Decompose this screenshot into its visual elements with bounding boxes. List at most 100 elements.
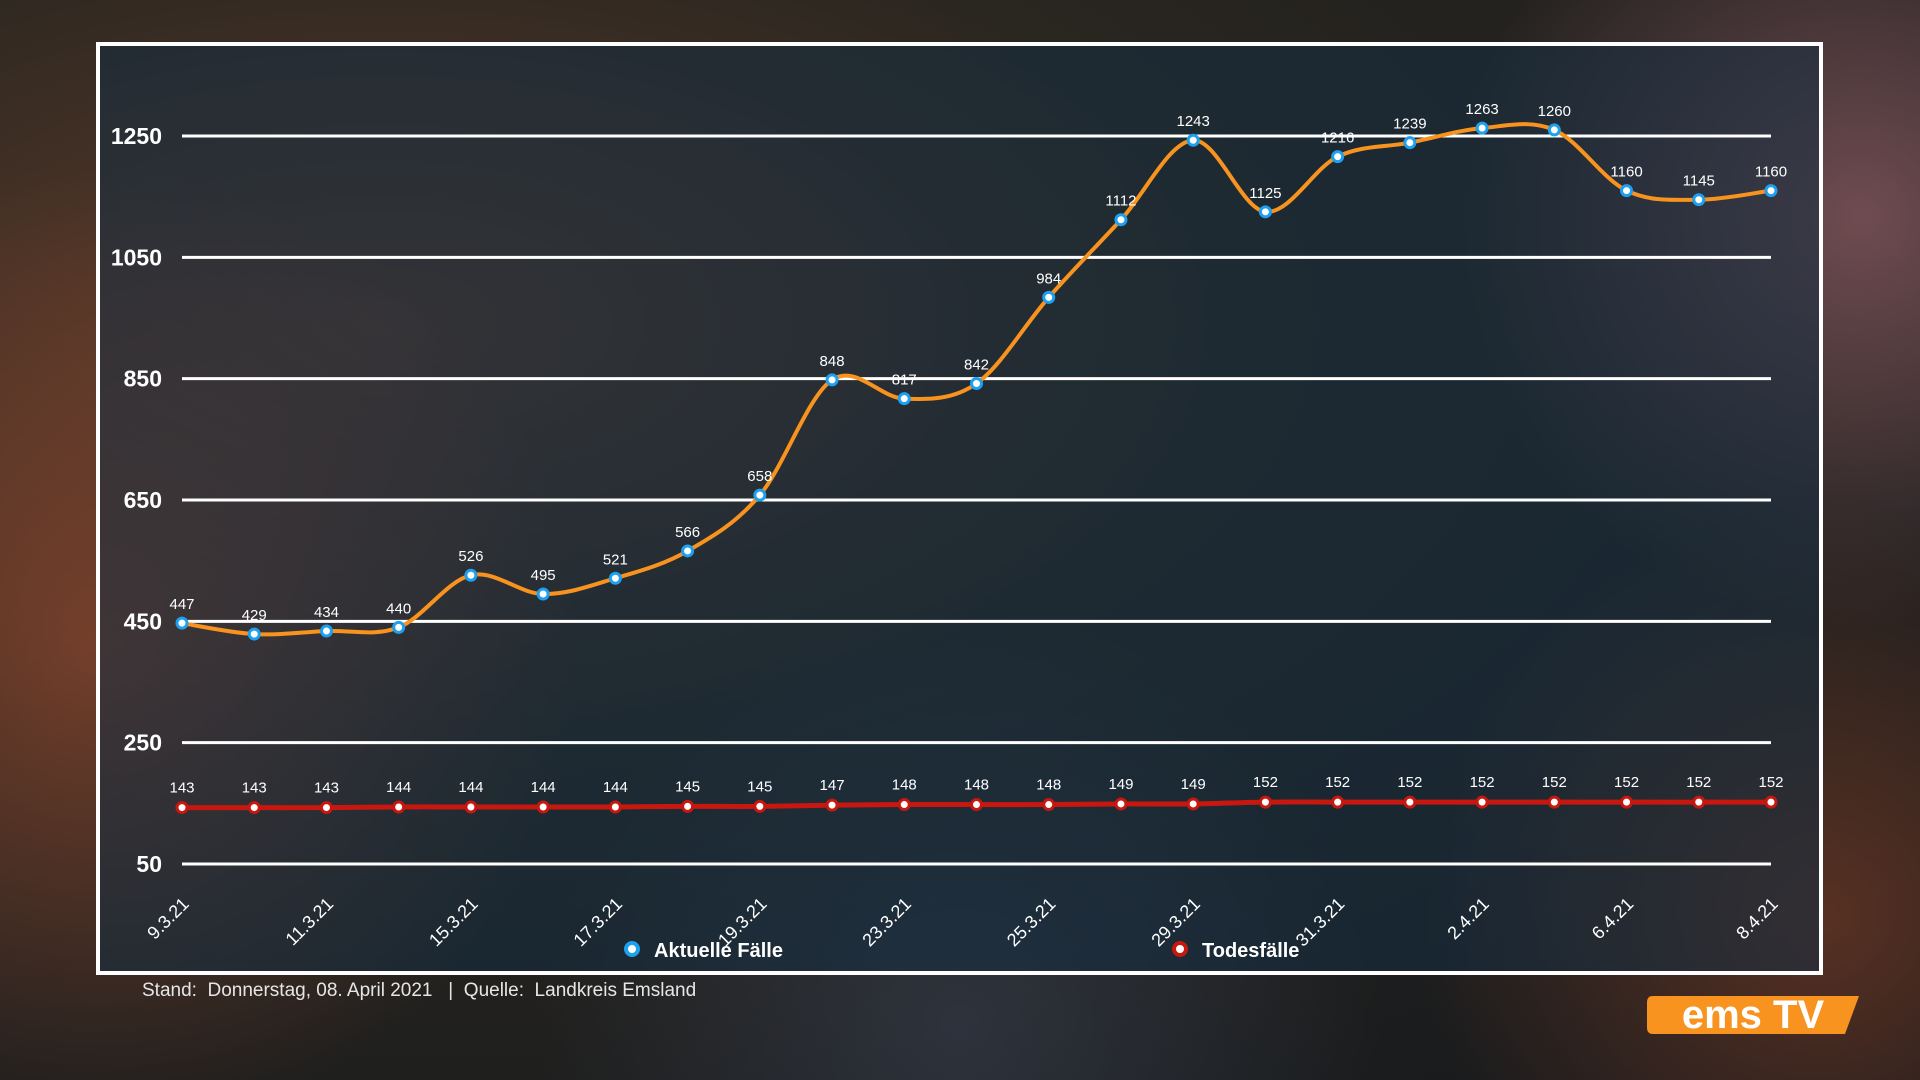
data-label: 148 bbox=[964, 777, 989, 794]
data-label: 148 bbox=[892, 777, 917, 794]
data-point bbox=[970, 798, 983, 812]
data-point bbox=[753, 488, 767, 502]
svg-text:ems TV: ems TV bbox=[1682, 993, 1825, 1037]
data-label: 152 bbox=[1397, 774, 1422, 791]
ems-tv-logo: ems TV bbox=[1647, 993, 1859, 1037]
data-point bbox=[1620, 184, 1634, 198]
data-point bbox=[681, 799, 695, 813]
data-point bbox=[1475, 121, 1489, 135]
data-point bbox=[897, 798, 911, 812]
y-tick-label: 450 bbox=[124, 608, 162, 634]
data-label: 1160 bbox=[1610, 164, 1642, 181]
data-label: 1263 bbox=[1465, 101, 1498, 118]
data-label: 1112 bbox=[1105, 193, 1136, 210]
data-label: 526 bbox=[458, 548, 483, 565]
data-point bbox=[1114, 213, 1128, 227]
data-label: 147 bbox=[820, 777, 845, 794]
data-point bbox=[247, 801, 261, 815]
data-point bbox=[392, 620, 406, 634]
y-tick-label: 650 bbox=[124, 487, 162, 513]
data-label: 144 bbox=[531, 779, 556, 796]
data-point bbox=[319, 801, 333, 815]
data-label: 143 bbox=[242, 780, 267, 797]
data-label: 566 bbox=[675, 524, 700, 541]
y-tick-label: 850 bbox=[124, 366, 162, 392]
data-point bbox=[464, 568, 478, 582]
y-tick-label: 1050 bbox=[111, 244, 162, 270]
data-point bbox=[1042, 290, 1056, 304]
data-label: 144 bbox=[458, 779, 483, 796]
data-point bbox=[753, 799, 767, 813]
data-point bbox=[1692, 795, 1706, 809]
data-point bbox=[681, 544, 695, 558]
data-label: 817 bbox=[892, 372, 917, 389]
data-label: 144 bbox=[603, 779, 628, 796]
data-label: 144 bbox=[386, 779, 411, 796]
data-point bbox=[1042, 798, 1056, 812]
legend-label: Todesfälle bbox=[1202, 940, 1299, 962]
data-point bbox=[897, 392, 911, 406]
data-label: 842 bbox=[964, 357, 989, 374]
data-point bbox=[608, 571, 622, 585]
data-label: 1239 bbox=[1393, 116, 1426, 133]
data-point bbox=[1114, 797, 1128, 811]
data-label: 152 bbox=[1758, 774, 1783, 791]
data-point bbox=[1547, 123, 1561, 137]
data-point bbox=[1186, 133, 1200, 147]
data-label: 152 bbox=[1253, 774, 1278, 791]
data-point bbox=[392, 800, 406, 814]
data-point bbox=[1331, 150, 1345, 164]
data-point bbox=[1186, 797, 1200, 811]
data-label: 152 bbox=[1470, 774, 1495, 791]
data-label: 429 bbox=[242, 607, 267, 624]
data-point bbox=[608, 800, 622, 814]
data-point bbox=[1403, 795, 1417, 809]
data-label: 143 bbox=[169, 780, 194, 797]
data-label: 149 bbox=[1108, 776, 1133, 793]
data-label: 148 bbox=[1036, 777, 1061, 794]
data-label: 434 bbox=[314, 604, 339, 621]
data-point bbox=[175, 801, 189, 815]
legend-label: Aktuelle Fälle bbox=[654, 940, 783, 962]
data-label: 658 bbox=[747, 468, 772, 485]
data-point bbox=[247, 627, 261, 641]
data-label: 1243 bbox=[1176, 113, 1209, 130]
data-label: 1260 bbox=[1538, 103, 1571, 120]
data-point bbox=[175, 616, 189, 630]
data-label: 984 bbox=[1036, 270, 1061, 287]
data-label: 152 bbox=[1686, 774, 1711, 791]
data-point bbox=[970, 377, 983, 391]
data-point bbox=[1475, 795, 1489, 809]
y-tick-label: 50 bbox=[136, 851, 162, 877]
data-label: 447 bbox=[169, 596, 194, 613]
data-point bbox=[1258, 795, 1272, 809]
data-point bbox=[825, 798, 839, 812]
data-label: 145 bbox=[675, 778, 700, 795]
data-point bbox=[1331, 795, 1345, 809]
legend-marker bbox=[624, 941, 640, 957]
data-point bbox=[1258, 205, 1272, 219]
data-label: 152 bbox=[1542, 774, 1567, 791]
data-label: 440 bbox=[386, 600, 411, 617]
data-point bbox=[1547, 795, 1561, 809]
data-label: 1145 bbox=[1683, 173, 1715, 190]
data-label: 152 bbox=[1325, 774, 1350, 791]
data-point bbox=[536, 587, 550, 601]
data-point bbox=[464, 800, 478, 814]
data-point bbox=[536, 800, 550, 814]
data-label: 152 bbox=[1614, 774, 1639, 791]
data-label: 521 bbox=[603, 551, 628, 568]
data-point bbox=[1764, 184, 1778, 198]
y-tick-label: 1250 bbox=[111, 123, 162, 149]
data-label: 1216 bbox=[1321, 130, 1354, 147]
data-point bbox=[319, 624, 333, 638]
data-label: 1125 bbox=[1249, 185, 1281, 202]
footer-source: Stand: Donnerstag, 08. April 2021 | Quel… bbox=[142, 980, 697, 1001]
y-tick-label: 250 bbox=[124, 730, 162, 756]
data-label: 848 bbox=[820, 353, 845, 370]
data-label: 143 bbox=[314, 780, 339, 797]
data-point bbox=[825, 373, 839, 387]
data-label: 495 bbox=[531, 567, 556, 584]
data-point bbox=[1764, 795, 1778, 809]
